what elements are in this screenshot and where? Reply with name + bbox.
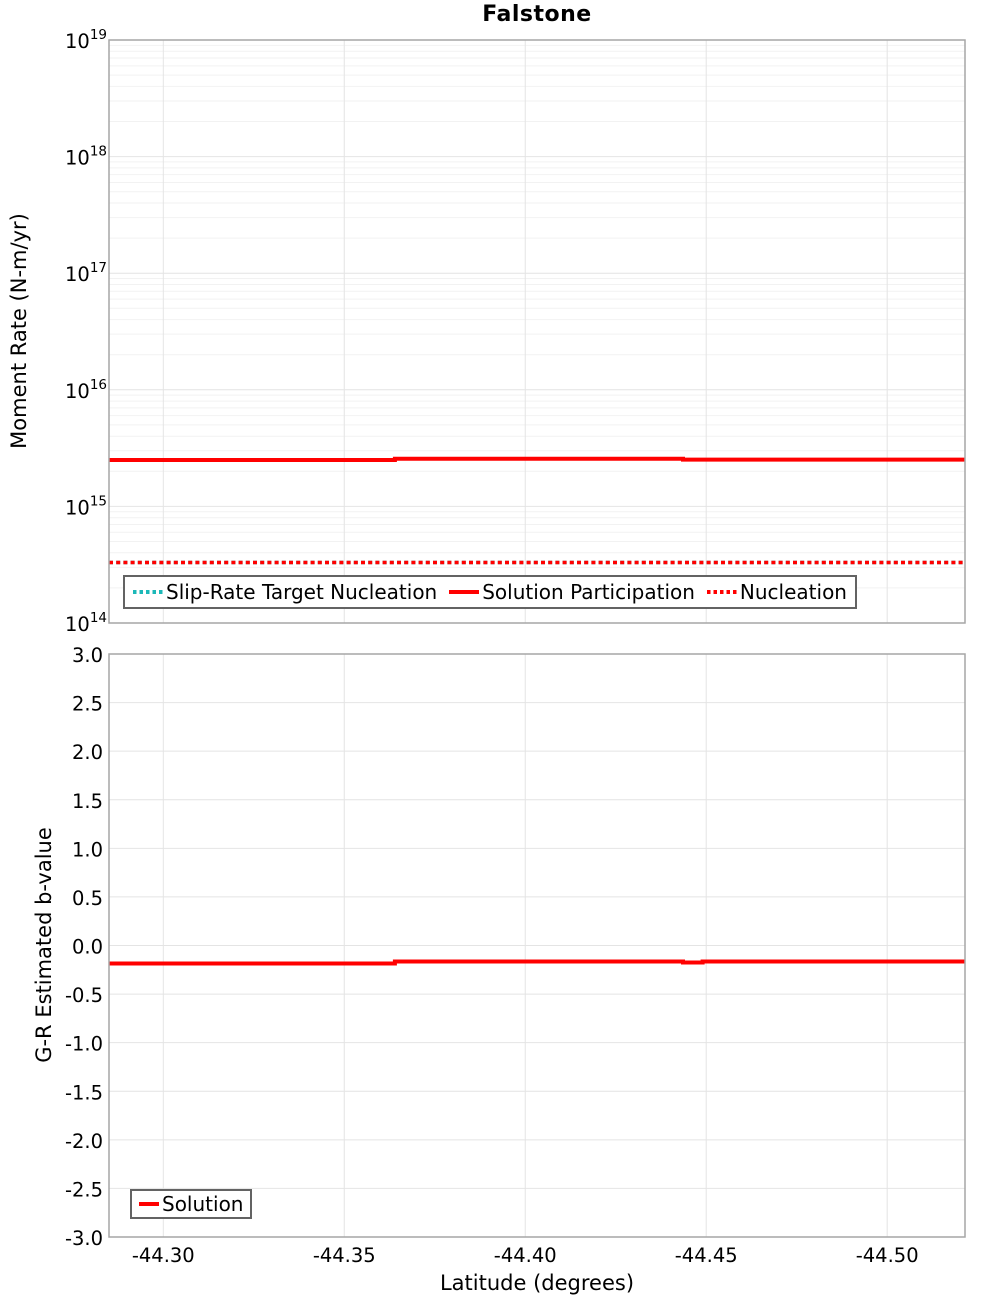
x-axis-label: Latitude (degrees): [439, 1271, 635, 1295]
y-axis-label-b-value: G-R Estimated b-value: [32, 827, 56, 1063]
y-tick-label: -1.0: [65, 1033, 103, 1056]
legend-label: Nucleation: [739, 580, 847, 604]
legend-label: Solution: [162, 1192, 244, 1216]
y-tick-label: 1.0: [72, 838, 103, 861]
y-tick-label: -0.5: [65, 984, 103, 1007]
y-tick-label: 3.0: [72, 644, 103, 667]
y-tick-label: -3.0: [65, 1227, 103, 1250]
solid-line-swatch-icon: [139, 1202, 159, 1206]
x-tick-label: -44.35: [313, 1244, 376, 1267]
y-tick-label: -2.5: [65, 1178, 103, 1201]
legend-item-slip-rate-target-nucleation: Slip-Rate Target Nucleation: [133, 580, 437, 604]
x-tick-label: -44.30: [132, 1244, 195, 1267]
y-tick-label: 1016: [65, 377, 107, 403]
solid-line-swatch-icon: [449, 590, 480, 594]
y-tick-label: 2.0: [72, 741, 103, 764]
y-tick-label: 1015: [65, 493, 107, 519]
y-tick-label: 1014: [65, 610, 107, 636]
series-solution-participation: [109, 456, 965, 462]
y-tick-label: 0.0: [72, 936, 103, 959]
x-tick-label: -44.45: [675, 1244, 738, 1267]
panel-border-b-value: [108, 653, 966, 1238]
x-tick-label: -44.50: [856, 1244, 919, 1267]
y-tick-label: 1.5: [72, 790, 103, 813]
panel-border-moment-rate: [108, 39, 966, 624]
dotted-line-swatch-icon: [706, 590, 737, 594]
legend-b-value: Solution: [130, 1189, 253, 1219]
y-tick-label: 1017: [65, 260, 107, 286]
y-axis-label-moment-rate: Moment Rate (N-m/yr): [7, 213, 31, 449]
dotted-line-swatch-icon: [133, 590, 163, 594]
legend-item-solution: Solution: [139, 1192, 243, 1216]
y-tick-label: 1019: [65, 27, 107, 53]
legend-label: Slip-Rate Target Nucleation: [166, 580, 438, 604]
legend-moment-rate: Slip-Rate Target Nucleation Solution Part…: [123, 575, 857, 609]
y-tick-label: -2.0: [65, 1130, 103, 1153]
x-tick-label: -44.40: [494, 1244, 557, 1267]
chart-title: Falstone: [482, 2, 592, 27]
series-solution: [109, 959, 965, 966]
y-tick-label: -1.5: [65, 1081, 103, 1104]
y-tick-label: 2.5: [72, 693, 103, 716]
y-tick-label: 1018: [65, 144, 107, 170]
y-tick-label: 0.5: [72, 887, 103, 910]
legend-label: Solution Participation: [482, 580, 695, 604]
legend-item-solution-participation: Solution Participation: [449, 580, 695, 604]
legend-item-nucleation: Nucleation: [706, 580, 847, 604]
